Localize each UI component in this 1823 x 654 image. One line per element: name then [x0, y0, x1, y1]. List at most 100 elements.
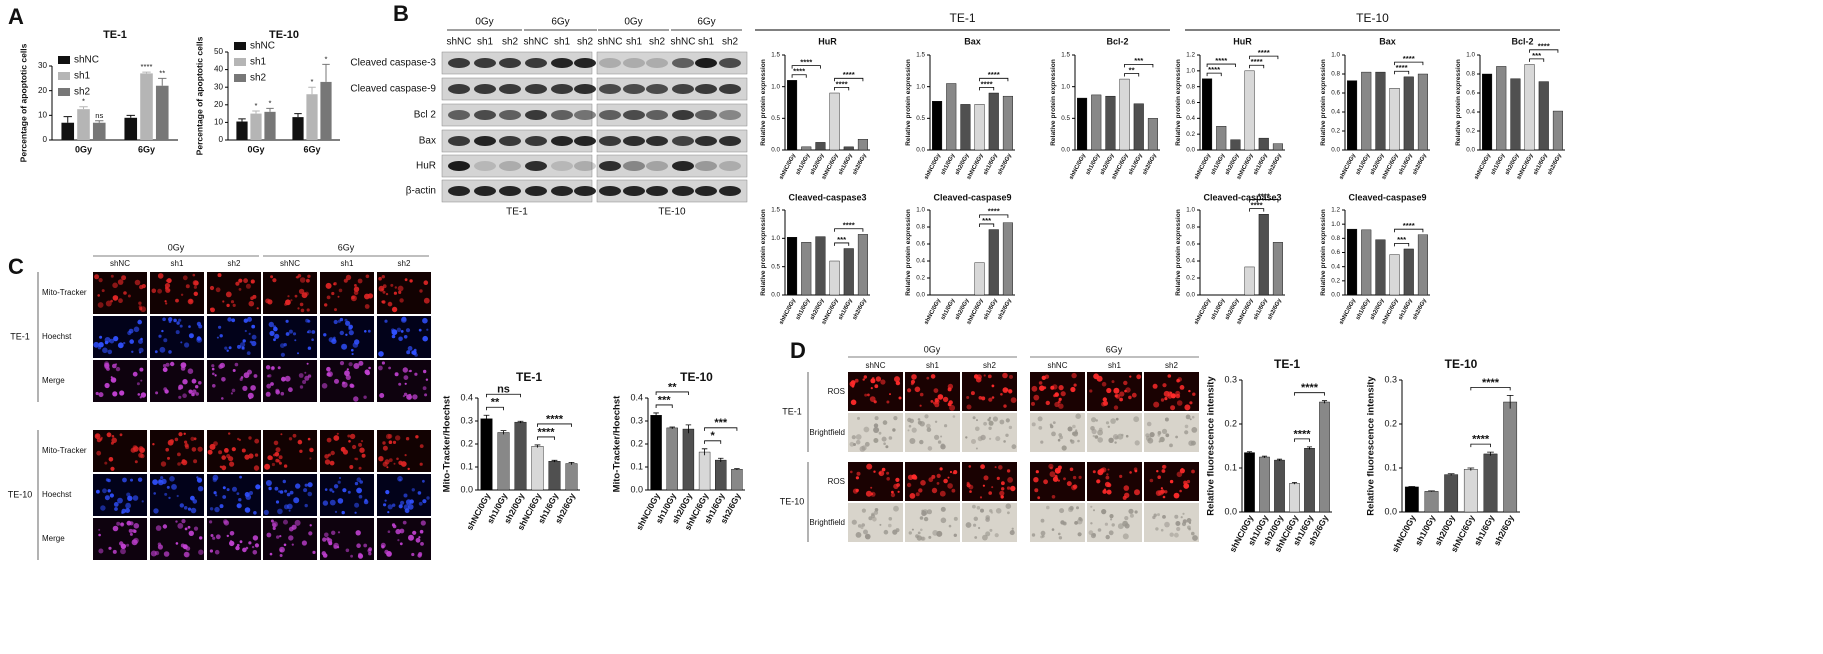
cell-spot	[1124, 523, 1130, 529]
cell-spot	[1052, 476, 1059, 482]
cell-spot	[387, 504, 393, 510]
cell-spot	[398, 460, 403, 465]
cell-spot	[324, 454, 329, 459]
cell-spot	[976, 506, 981, 510]
cell-spot	[897, 490, 900, 493]
blot-band	[646, 58, 668, 68]
cell-spot	[1059, 508, 1065, 514]
cell-spot	[195, 385, 199, 389]
cell-spot	[309, 457, 312, 460]
cell-spot	[339, 361, 345, 366]
cell-spot	[98, 548, 104, 554]
significance-label: ****	[1208, 65, 1220, 74]
cell-spot	[388, 440, 393, 445]
panel-label: C	[8, 254, 24, 279]
bar	[250, 113, 262, 140]
cell-spot	[975, 426, 980, 432]
cell-spot	[409, 279, 413, 283]
cell-spot	[106, 432, 112, 438]
cell-spot	[1192, 535, 1198, 541]
cell-spot	[1119, 397, 1123, 402]
cell-spot	[192, 389, 197, 394]
bar	[829, 260, 840, 296]
cell-spot	[870, 486, 873, 489]
cell-spot	[980, 508, 984, 513]
cell-spot	[184, 443, 189, 448]
cell-spot	[138, 347, 144, 353]
cell-spot	[191, 378, 197, 384]
cell-spot	[981, 396, 986, 401]
significance-label: *	[325, 54, 328, 63]
cell-spot	[1162, 464, 1167, 469]
cell-line-label: TE-1	[782, 406, 802, 416]
cell-spot	[266, 374, 270, 378]
cell-spot	[285, 319, 289, 323]
cell-spot	[368, 552, 372, 556]
bar	[988, 92, 999, 151]
cell-spot	[175, 298, 179, 303]
significance-bracket	[704, 440, 722, 444]
cell-spot	[1058, 532, 1061, 536]
cell-spot	[106, 367, 110, 371]
cell-spot	[346, 368, 349, 371]
cell-spot	[1063, 477, 1066, 481]
significance-label: ****	[793, 67, 805, 76]
cell-spot	[211, 367, 215, 371]
cell-spot	[134, 460, 138, 464]
cell-spot	[218, 325, 222, 329]
cell-spot	[382, 290, 386, 294]
bar	[1319, 401, 1330, 513]
cell-spot	[924, 414, 929, 419]
cell-spot	[1037, 416, 1043, 422]
dose-label: 6Gy	[338, 242, 355, 252]
bar	[932, 101, 943, 151]
cell-spot	[279, 554, 283, 557]
cell-spot	[991, 396, 995, 399]
cell-spot	[1003, 440, 1006, 443]
cell-spot	[171, 484, 177, 490]
y-tick-label: 0.6	[1186, 241, 1195, 248]
cell-spot	[1069, 467, 1074, 472]
cell-spot	[423, 297, 430, 304]
cell-spot	[294, 294, 298, 298]
cell-spot	[1090, 426, 1095, 431]
cell-spot	[356, 477, 362, 483]
cell-spot	[873, 510, 879, 515]
cell-spot	[417, 491, 422, 495]
blot-band	[448, 84, 470, 94]
cell-spot	[331, 338, 337, 345]
cell-spot	[321, 383, 328, 389]
cell-spot	[95, 391, 99, 396]
cell-spot	[306, 308, 310, 312]
cell-spot	[1160, 487, 1163, 490]
cell-spot	[196, 321, 201, 326]
cell-spot	[388, 366, 391, 370]
significance-bracket	[979, 223, 995, 227]
bar	[1304, 448, 1315, 513]
cell-line-label: TE-10	[658, 207, 686, 218]
cell-spot	[937, 394, 944, 400]
cell-spot	[936, 482, 940, 485]
cell-spot	[245, 546, 249, 550]
cell-spot	[419, 444, 424, 448]
cell-spot	[209, 443, 216, 450]
y-tick-label: 0.0	[1466, 147, 1475, 154]
significance-label: ****	[981, 79, 993, 88]
cell-spot	[162, 317, 166, 322]
chart-title: Bax	[964, 36, 981, 46]
cell-spot	[244, 492, 250, 497]
significance-label: ****	[1396, 63, 1408, 72]
significance-label: **	[1129, 65, 1135, 74]
x-tick-label: sh2/6Gy	[1547, 152, 1563, 176]
cell-spot	[1164, 521, 1170, 528]
y-tick-label: 0.2	[630, 438, 643, 448]
cell-spot	[1072, 431, 1076, 436]
bar	[1259, 456, 1270, 513]
error-bar	[294, 113, 302, 118]
cell-spot	[130, 478, 133, 482]
cell-spot	[886, 471, 890, 475]
significance-bracket	[486, 406, 504, 411]
cell-spot	[178, 386, 182, 391]
cell-spot	[182, 393, 187, 399]
